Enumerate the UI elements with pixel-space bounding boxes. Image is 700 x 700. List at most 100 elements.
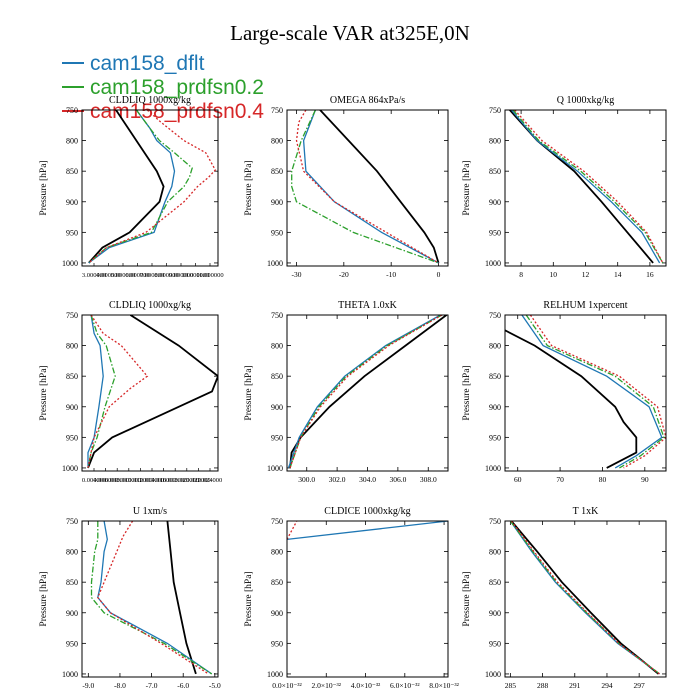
series-line-cam158_prdfsn0.2 <box>525 315 665 469</box>
x-tick-label: 6.0×10⁻³² <box>390 681 420 690</box>
y-tick-label: 950 <box>66 433 78 442</box>
x-tick-label: -8.0 <box>114 681 126 690</box>
y-axis-label: Pressure [hPa] <box>39 160 49 215</box>
series-line-cam158_dflt <box>509 521 660 675</box>
series-line-cam158_prdfsn0.4 <box>529 315 666 469</box>
x-tick-label: 0.006000 <box>93 477 117 484</box>
y-tick-label: 800 <box>271 342 283 351</box>
y-tick-label: 900 <box>271 609 283 618</box>
x-tick-label: 16 <box>646 270 654 279</box>
x-tick-label: 10.000000 <box>182 272 210 279</box>
x-tick-label: 291 <box>569 681 581 690</box>
series-line-cam158_prdfsn0.4 <box>289 315 443 469</box>
series-line-cam158_dflt <box>287 521 448 541</box>
y-tick-label: 950 <box>66 228 78 237</box>
series-line-obs <box>88 110 165 264</box>
series-line-cam158_dflt <box>521 315 663 469</box>
series-line-obs <box>319 110 440 264</box>
x-tick-label: 4.000000 <box>96 272 120 279</box>
figure-title: Large-scale VAR at325E,0N <box>230 21 470 45</box>
series-line-cam158_prdfsn0.2 <box>90 521 213 675</box>
series-line-cam158_prdfsn0.4 <box>295 110 439 264</box>
panel-title: OMEGA 864xPa/s <box>330 95 405 106</box>
x-tick-label: 288 <box>537 681 549 690</box>
series-line-cam158_dflt <box>97 521 213 675</box>
plot-frame <box>81 520 219 678</box>
panel-9: T 1xK Pressure [hPa] 750 800 850 900 950 1000 28… <box>462 506 667 690</box>
y-tick-label: 1000 <box>62 670 78 679</box>
y-axis-label: Pressure [hPa] <box>39 571 49 626</box>
x-tick-label: 8.0×10⁻³² <box>429 681 459 690</box>
y-tick-label: 850 <box>271 372 283 381</box>
y-tick-label: 900 <box>66 609 78 618</box>
y-tick-label: 850 <box>271 578 283 587</box>
y-tick-label: 750 <box>271 106 283 115</box>
series-line-cam158_prdfsn0.4 <box>88 110 217 264</box>
legend-label: cam158_prdfsn0.4 <box>90 100 264 123</box>
y-axis-label: Pressure [hPa] <box>244 160 254 215</box>
x-tick-label: 308.0 <box>420 475 437 484</box>
x-tick-label: 9.000000 <box>169 272 193 279</box>
x-tick-label: 0.008000 <box>105 477 129 484</box>
plot-frame <box>286 109 449 267</box>
x-tick-label: 5.000000 <box>111 272 135 279</box>
y-tick-label: 750 <box>66 311 78 320</box>
series-line-cam158_dflt <box>287 315 441 469</box>
y-tick-label: 950 <box>271 228 283 237</box>
x-tick-label: -6.0 <box>177 681 189 690</box>
panel-title: CLDICE 1000xkg/kg <box>324 506 410 517</box>
x-tick-label: 0.0×10⁻³² <box>272 681 302 690</box>
plot-frame <box>286 520 449 678</box>
y-tick-label: 1000 <box>267 464 283 473</box>
x-tick-label: 0.024000 <box>198 477 222 484</box>
y-tick-label: 1000 <box>267 259 283 268</box>
x-tick-label: 10 <box>550 270 558 279</box>
series-line-cam158_prdfsn0.2 <box>291 110 439 264</box>
panel-8: CLDICE 1000xkg/kg Pressure [hPa] 750 800 850… <box>244 506 460 690</box>
series-line-cam158_dflt <box>510 110 661 264</box>
y-tick-label: 750 <box>66 106 78 115</box>
y-tick-label: 800 <box>66 137 78 146</box>
x-tick-label: 4.0×10⁻³² <box>351 681 381 690</box>
y-tick-label: 800 <box>271 548 283 557</box>
panel-title: CLDLIQ 1000xg/kg <box>109 300 191 311</box>
x-tick-label: 80 <box>599 475 607 484</box>
panel-title: T 1xK <box>573 506 599 517</box>
panel-title: Q 1000xkg/kg <box>557 95 615 106</box>
series-line-obs <box>166 521 197 675</box>
x-tick-label: -5.0 <box>209 681 221 690</box>
panel-5: THETA 1.0xK Pressure [hPa] 750 800 850 900 950… <box>244 300 449 484</box>
x-tick-label: 0.020000 <box>175 477 199 484</box>
x-tick-label: 12 <box>582 270 590 279</box>
series-line-cam158_prdfsn0.2 <box>88 110 193 264</box>
y-tick-label: 1000 <box>485 464 501 473</box>
y-tick-label: 850 <box>66 578 78 587</box>
plot-frame <box>286 314 449 472</box>
y-axis-label: Pressure [hPa] <box>39 365 49 420</box>
x-tick-label: 0.012000 <box>128 477 152 484</box>
y-tick-label: 900 <box>489 403 501 412</box>
panel-3: Q 1000xkg/kg Pressure [hPa] 750 800 850 900 95… <box>462 95 667 279</box>
panel-title: THETA 1.0xK <box>338 300 397 311</box>
x-tick-label: 0.004000 <box>82 477 106 484</box>
panel-title: RELHUM 1xpercent <box>543 300 627 311</box>
series-line-cam158_prdfsn0.4 <box>97 521 209 675</box>
x-tick-label: 304.0 <box>359 475 376 484</box>
plot-frame <box>81 109 219 267</box>
x-tick-label: 0.010000 <box>117 477 141 484</box>
y-tick-label: 800 <box>489 137 501 146</box>
panel-7: U 1xm/s Pressure [hPa] 750 800 850 900 950 1000… <box>39 506 221 690</box>
x-tick-label: 300.0 <box>298 475 315 484</box>
y-axis-label: Pressure [hPa] <box>462 160 472 215</box>
plot-frame <box>81 314 219 472</box>
y-tick-label: 750 <box>271 311 283 320</box>
y-tick-label: 950 <box>489 228 501 237</box>
plot-frame <box>504 520 667 678</box>
y-axis-label: Pressure [hPa] <box>244 571 254 626</box>
x-tick-label: 0.016000 <box>151 477 175 484</box>
panel-4: CLDLIQ 1000xg/kg Pressure [hPa] 750 800 850 9… <box>39 300 222 484</box>
x-tick-label: -7.0 <box>146 681 158 690</box>
y-axis-label: Pressure [hPa] <box>462 365 472 420</box>
panels: CLDLIQ 1000xg/kg Pressure [hPa] 750 800 850 9… <box>39 95 667 690</box>
